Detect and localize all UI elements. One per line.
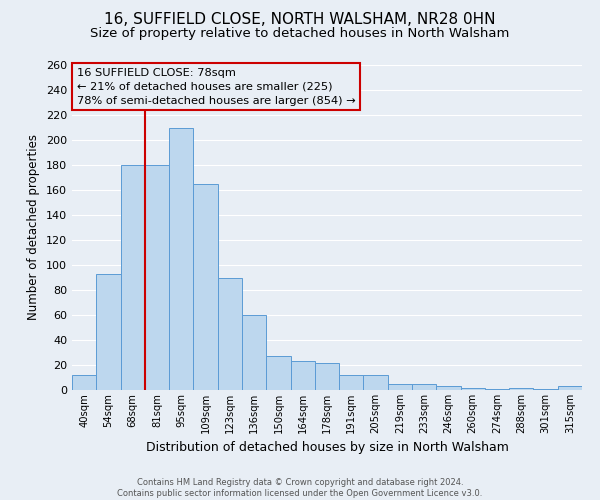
Bar [290,361,315,390]
Bar [315,362,339,390]
Bar [485,389,509,390]
Bar [509,388,533,390]
Bar [121,165,145,390]
Bar [436,386,461,390]
Bar [145,165,169,390]
Bar [558,386,582,390]
Bar [218,278,242,390]
Bar [72,375,96,390]
Bar [388,384,412,390]
Text: 16, SUFFIELD CLOSE, NORTH WALSHAM, NR28 0HN: 16, SUFFIELD CLOSE, NORTH WALSHAM, NR28 … [104,12,496,28]
Text: Size of property relative to detached houses in North Walsham: Size of property relative to detached ho… [91,28,509,40]
Bar [169,128,193,390]
Bar [266,356,290,390]
Bar [193,184,218,390]
Bar [339,375,364,390]
Text: Contains HM Land Registry data © Crown copyright and database right 2024.
Contai: Contains HM Land Registry data © Crown c… [118,478,482,498]
Bar [412,384,436,390]
Y-axis label: Number of detached properties: Number of detached properties [28,134,40,320]
Bar [96,274,121,390]
Bar [242,315,266,390]
Bar [533,389,558,390]
Text: 16 SUFFIELD CLOSE: 78sqm
← 21% of detached houses are smaller (225)
78% of semi-: 16 SUFFIELD CLOSE: 78sqm ← 21% of detach… [77,68,355,106]
Bar [364,375,388,390]
X-axis label: Distribution of detached houses by size in North Walsham: Distribution of detached houses by size … [146,442,508,454]
Bar [461,388,485,390]
